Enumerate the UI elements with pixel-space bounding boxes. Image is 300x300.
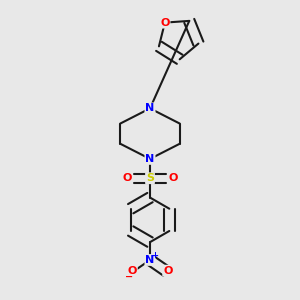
Text: N: N: [146, 103, 154, 113]
Text: O: O: [128, 266, 137, 276]
Text: O: O: [168, 173, 178, 183]
Text: N: N: [146, 154, 154, 164]
Text: N: N: [146, 255, 154, 265]
Text: O: O: [122, 173, 132, 183]
Text: −: −: [125, 272, 133, 282]
Text: O: O: [160, 18, 170, 28]
Text: O: O: [163, 266, 172, 276]
Text: S: S: [146, 173, 154, 183]
Text: +: +: [151, 251, 158, 260]
